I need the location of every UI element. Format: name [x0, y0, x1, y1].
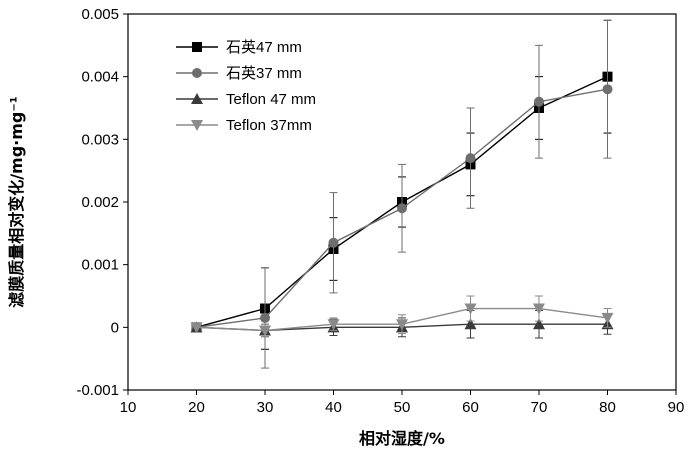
- x-tick-label: 90: [668, 399, 685, 416]
- y-tick-label: 0.003: [81, 131, 119, 148]
- data-point: [465, 153, 476, 164]
- x-tick-label: 30: [257, 399, 274, 416]
- series-layer: [190, 19, 614, 369]
- data-point: [464, 318, 477, 330]
- data-point: [190, 322, 203, 334]
- legend-marker: [191, 93, 203, 104]
- y-tick-label: 0: [111, 319, 119, 336]
- x-tick-label: 20: [188, 399, 205, 416]
- data-point: [260, 312, 270, 323]
- legend-label: Teflon 37mm: [226, 117, 312, 134]
- data-point: [259, 325, 271, 337]
- y-axis: -0.001 0 0.001 0.002 0.003 0.004 0.005: [76, 6, 128, 399]
- x-tick-label: 80: [599, 399, 616, 416]
- legend-label: 石英47 mm: [226, 38, 302, 56]
- data-point: [534, 96, 544, 107]
- data-point: [533, 303, 545, 315]
- y-tick-label: 0.005: [81, 6, 119, 23]
- data-point: [396, 319, 408, 331]
- data-point: [328, 237, 339, 248]
- legend: 石英47 mm 石英37 mm Teflon 47 mm Teflon 37mm: [176, 38, 316, 134]
- y-tick-label: 0.004: [81, 69, 119, 86]
- legend-label: Teflon 47 mm: [226, 91, 316, 108]
- data-point: [602, 84, 613, 95]
- legend-marker: [192, 68, 202, 78]
- x-tick-label: 60: [462, 399, 479, 416]
- y-axis-title: 滤膜质量相对变化/mg·mg⁻¹: [7, 96, 26, 308]
- data-point: [533, 318, 545, 330]
- data-point: [601, 312, 614, 324]
- x-axis-title: 相对湿度/%: [359, 429, 445, 448]
- data-point: [464, 303, 477, 315]
- y-tick-label: 0.001: [81, 257, 119, 274]
- data-point: [327, 319, 340, 331]
- series-2: [191, 19, 613, 369]
- y-tick-label: -0.001: [76, 382, 119, 399]
- x-tick-label: 40: [325, 399, 342, 416]
- series-4: [190, 295, 614, 338]
- legend-marker: [192, 42, 202, 52]
- legend-marker: [191, 120, 203, 131]
- x-axis: 10 20 30 40 50 60 70 80 90: [120, 390, 685, 416]
- x-tick-label: 70: [531, 399, 548, 416]
- x-tick-label: 50: [394, 399, 411, 416]
- x-tick-label: 10: [120, 399, 137, 416]
- y-tick-label: 0.002: [81, 194, 119, 211]
- data-point: [397, 203, 407, 214]
- legend-label: 石英37 mm: [226, 64, 302, 82]
